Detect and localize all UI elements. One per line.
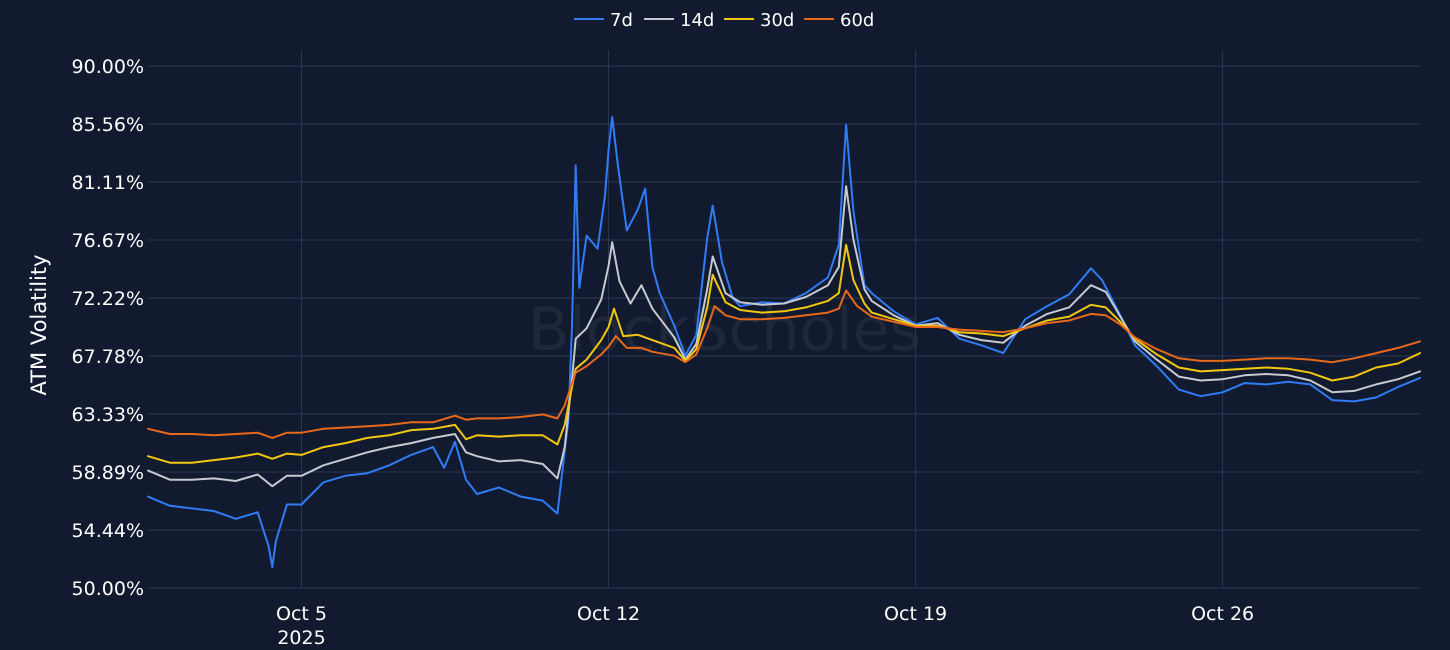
x-tick-label: Oct 26 [1191, 603, 1254, 625]
series-line-30d [147, 243, 1421, 464]
watermark-logo: BlockScholes [528, 295, 921, 365]
y-tick-label: 72.22% [72, 288, 144, 310]
series-line-60d [147, 289, 1421, 439]
legend-label: 60d [840, 10, 874, 31]
legend[interactable]: 7d 14d 30d 60d [574, 10, 874, 31]
legend-label: 14d [680, 10, 714, 31]
x-tick-label: Oct 12 [577, 603, 640, 625]
legend-label: 7d [610, 10, 633, 31]
y-tick-label: 81.11% [72, 172, 144, 194]
legend-item-30d[interactable]: 30d [724, 10, 794, 31]
grid [148, 50, 1420, 589]
legend-item-14d[interactable]: 14d [644, 10, 714, 31]
y-tick-label: 54.44% [72, 520, 144, 542]
legend-item-60d[interactable]: 60d [804, 10, 874, 31]
x-tick-label: Oct 19 [884, 603, 947, 625]
y-tick-label: 50.00% [72, 578, 144, 600]
y-tick-label: 76.67% [72, 230, 144, 252]
y-tick-label: 90.00% [72, 56, 144, 78]
y-tick-label: 63.33% [72, 404, 144, 426]
x-tick-sublabel: 2025 [277, 627, 325, 649]
y-axis: 90.00% 85.56% 81.11% 76.67% 72.22% 67.78% 63.3… [72, 56, 144, 600]
x-tick-label: Oct 5 [276, 603, 327, 625]
y-axis-title: ATM Volatility [27, 254, 51, 395]
series-line-14d [147, 185, 1421, 488]
series-lines [147, 115, 1421, 569]
y-tick-label: 85.56% [72, 114, 144, 136]
y-tick-label: 67.78% [72, 346, 144, 368]
legend-item-7d[interactable]: 7d [574, 10, 633, 31]
legend-label: 30d [760, 10, 794, 31]
y-tick-label: 58.89% [72, 462, 144, 484]
